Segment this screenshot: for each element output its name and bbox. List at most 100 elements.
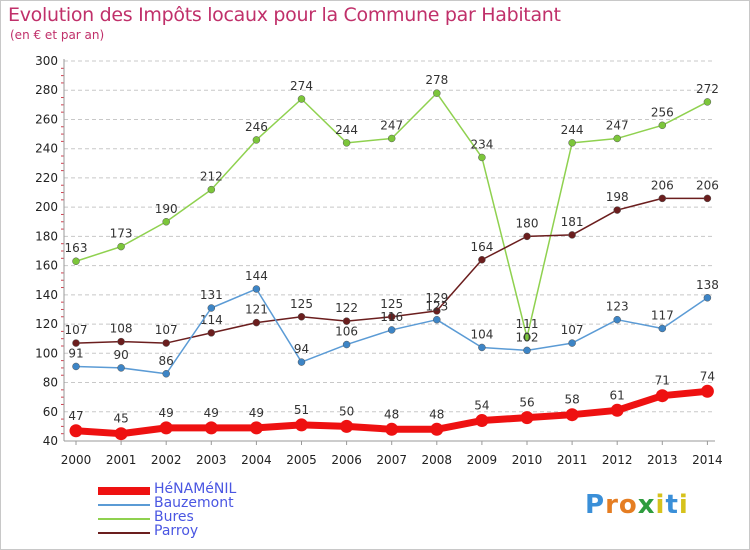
data-label-parroy: 181 xyxy=(561,215,584,229)
y-tick-label: 220 xyxy=(35,171,58,185)
y-tick-label: 40 xyxy=(43,434,58,448)
data-point-parroy xyxy=(613,206,621,214)
data-point-bauzemont xyxy=(703,294,712,302)
x-tick-label: 2003 xyxy=(196,453,227,467)
x-tick-label: 2012 xyxy=(602,453,633,467)
data-point-parroy xyxy=(297,313,306,321)
x-tick-label: 2005 xyxy=(286,453,317,467)
data-label-bauzemont: 117 xyxy=(651,308,674,322)
data-point-h-nam-nil xyxy=(340,419,354,433)
data-point-h-nam-nil xyxy=(204,421,218,435)
data-point-h-nam-nil xyxy=(700,384,714,398)
data-label-parroy: 125 xyxy=(380,297,403,311)
data-point-parroy xyxy=(433,307,441,315)
y-tick-label: 300 xyxy=(35,54,58,68)
data-point-h-nam-nil xyxy=(475,414,489,428)
data-point-bures xyxy=(117,242,125,251)
data-label-h-nam-nil: 61 xyxy=(610,388,625,402)
data-point-h-nam-nil xyxy=(249,421,263,435)
data-point-parroy xyxy=(568,231,576,239)
y-tick-label: 100 xyxy=(35,346,58,360)
chart-subtitle: (en € et par an) xyxy=(10,28,105,42)
data-label-bures: 163 xyxy=(65,241,88,255)
data-label-h-nam-nil: 71 xyxy=(655,374,670,388)
data-label-bauzemont: 94 xyxy=(294,342,309,356)
x-tick-label: 2011 xyxy=(557,453,588,467)
logo-letter: r xyxy=(605,490,619,520)
data-point-parroy xyxy=(252,318,261,327)
data-label-parroy: 164 xyxy=(470,240,493,254)
data-point-bures xyxy=(433,89,441,97)
legend-label: Bures xyxy=(154,509,194,525)
data-label-parroy: 122 xyxy=(335,301,358,315)
y-tick-label: 240 xyxy=(35,142,58,156)
data-point-bures xyxy=(613,134,621,143)
data-label-parroy: 107 xyxy=(65,323,88,337)
data-point-bauzemont xyxy=(613,315,621,324)
logo-letter: P xyxy=(585,490,606,520)
data-point-h-nam-nil xyxy=(295,418,308,432)
data-label-h-nam-nil: 58 xyxy=(564,393,579,407)
data-point-h-nam-nil xyxy=(114,427,128,441)
data-point-h-nam-nil xyxy=(159,421,173,435)
data-label-bauzemont: 91 xyxy=(68,346,83,360)
data-label-bauzemont: 138 xyxy=(696,278,719,292)
legend-swatch xyxy=(98,532,150,534)
data-point-h-nam-nil xyxy=(610,403,624,417)
data-point-bauzemont xyxy=(252,285,261,293)
legend-swatch xyxy=(98,518,150,520)
x-tick-label: 2007 xyxy=(376,453,407,467)
logo-letter: o xyxy=(618,490,638,520)
x-tick-label: 2000 xyxy=(61,453,92,467)
data-label-bures: 247 xyxy=(380,118,403,132)
data-label-bures: 256 xyxy=(651,105,674,119)
data-point-bures xyxy=(523,333,531,341)
data-label-parroy: 206 xyxy=(696,178,719,192)
data-point-bures xyxy=(387,134,396,143)
x-tick-label: 2014 xyxy=(692,453,723,467)
data-point-bauzemont xyxy=(523,346,531,355)
data-label-bures: 234 xyxy=(470,137,493,151)
data-label-bauzemont: 123 xyxy=(425,300,448,314)
data-point-bauzemont xyxy=(387,326,396,334)
data-point-parroy xyxy=(342,317,351,325)
y-tick-label: 140 xyxy=(35,288,58,302)
data-label-h-nam-nil: 48 xyxy=(429,407,444,421)
data-label-h-nam-nil: 56 xyxy=(519,396,534,410)
data-point-parroy xyxy=(207,329,216,337)
data-label-bures: 212 xyxy=(200,170,223,184)
data-point-h-nam-nil xyxy=(430,422,444,436)
data-label-parroy: 129 xyxy=(425,291,448,305)
data-label-parroy: 107 xyxy=(155,323,178,337)
data-point-bures xyxy=(72,257,80,265)
data-point-bures xyxy=(478,153,486,162)
data-label-bauzemont: 144 xyxy=(245,269,268,283)
data-point-bauzemont xyxy=(342,340,351,349)
y-tick-label: 180 xyxy=(35,229,58,243)
logo-letter: i xyxy=(655,490,666,520)
data-label-bures: 173 xyxy=(110,227,133,241)
data-label-h-nam-nil: 49 xyxy=(249,406,264,420)
data-label-bures: 111 xyxy=(516,317,539,331)
data-label-h-nam-nil: 51 xyxy=(294,403,309,417)
data-label-parroy: 121 xyxy=(245,303,268,317)
data-label-h-nam-nil: 48 xyxy=(384,407,399,421)
y-tick-label: 260 xyxy=(35,112,58,126)
data-label-bauzemont: 131 xyxy=(200,288,223,302)
data-point-bures xyxy=(162,218,170,226)
data-label-bures: 274 xyxy=(290,79,313,93)
x-tick-label: 2002 xyxy=(151,453,182,467)
data-point-bauzemont xyxy=(162,370,170,378)
y-tick-label: 60 xyxy=(43,405,58,419)
data-label-bauzemont: 107 xyxy=(561,323,584,337)
data-point-parroy xyxy=(387,313,396,321)
legend-swatch xyxy=(98,504,150,506)
data-label-h-nam-nil: 49 xyxy=(159,406,174,420)
data-point-bures xyxy=(342,139,351,147)
y-tick-label: 200 xyxy=(35,200,58,214)
data-point-parroy xyxy=(703,194,712,203)
x-tick-label: 2013 xyxy=(647,453,678,467)
legend-swatch xyxy=(98,487,150,495)
logo-letter: x xyxy=(637,490,656,520)
